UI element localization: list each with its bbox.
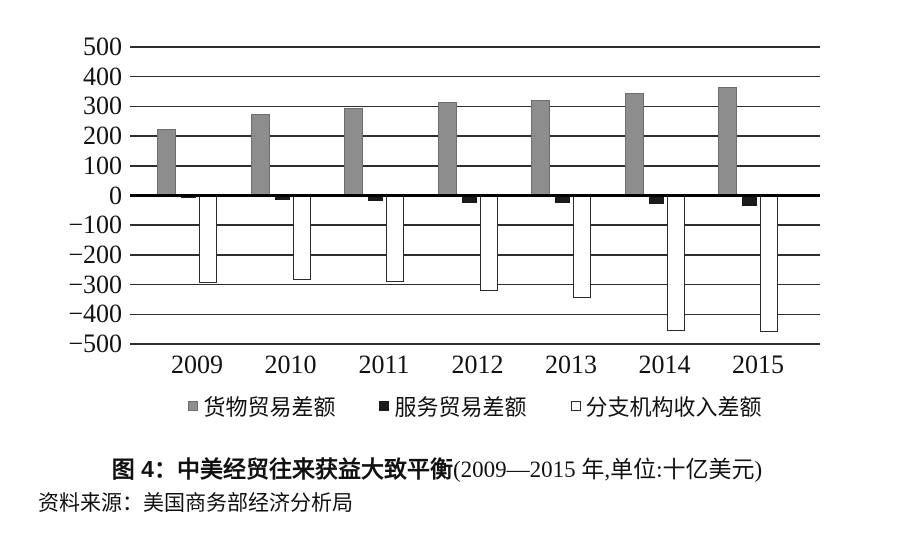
branch-income-bar [386,195,404,282]
legend-marker-icon [379,401,390,411]
legend-item: 货物贸易差额 [188,390,335,422]
gridline [130,105,820,108]
gridline [130,165,820,167]
y-axis-tick-label: −300 [68,269,122,299]
y-axis-tick-label: 0 [109,180,122,210]
y-axis-tick-label: 200 [83,121,122,151]
x-axis-year-label: 2009 [171,350,223,379]
zero-axis-line [130,194,820,197]
y-axis-tick-label: 300 [83,91,122,121]
branch-income-bar [666,195,685,331]
gridline [130,135,820,137]
x-axis-year-label: 2013 [545,350,597,379]
x-axis-year-label: 2015 [732,350,784,379]
legend-marker-icon [188,401,199,411]
goods-trade-bar [624,93,644,196]
y-axis-tick-label: 400 [83,61,122,91]
goods-trade-bar [344,107,363,196]
goods-trade-bar [250,113,270,196]
legend-label: 分支机构收入差额 [585,395,762,420]
x-axis-year-label: 2014 [638,350,691,379]
goods-trade-bar [437,101,457,196]
caption-title: 图 4：中美经贸往来获益大致平衡 [111,456,453,482]
x-axis-year-label: 2012 [451,350,504,379]
services-trade-bar [742,195,757,206]
branch-income-bar [760,195,778,333]
gridline [130,75,820,78]
y-axis-tick-label: −400 [68,299,122,329]
goods-trade-bar [157,128,176,196]
goods-trade-bar [718,87,737,196]
gridline [130,283,820,286]
y-axis-tick-label: −200 [68,239,122,269]
branch-income-bar [292,195,311,281]
x-axis-year-label: 2011 [358,350,410,379]
y-axis-tick-label: −500 [68,329,122,358]
y-axis-tick-label: 100 [83,150,122,180]
caption-note: (2009—2015 年,单位:十亿美元) [452,457,763,482]
branch-income-bar [199,195,217,284]
legend-label: 服务贸易差额 [394,395,527,420]
legend-item: 分支机构收入差额 [570,390,762,422]
gridline [130,343,820,345]
plot-area: 500 400 300 200 100 0 −100 −200 −300 −400 −500 2009… [68,32,820,379]
branch-income-bar [479,195,498,291]
gridline [130,313,820,316]
branch-income-bar [573,195,591,298]
chart-legend: 货物贸易差额 服务贸易差额 分支机构收入差额 [130,390,820,422]
legend-marker-icon [570,401,581,411]
legend-label: 货物贸易差额 [203,395,336,420]
gridline [130,224,820,226]
y-axis-tick-label: 500 [83,32,122,61]
legend-item: 服务贸易差额 [379,390,527,422]
y-axis-tick-label: −100 [68,210,122,240]
figure-caption: 图 4：中美经贸往来获益大致平衡(2009—2015 年,单位:十亿美元) [0,450,874,484]
gridline [130,46,820,48]
goods-trade-bar [531,100,550,196]
x-axis-year-label: 2010 [264,350,317,379]
gridline [130,254,820,256]
source-line: 资料来源：美国商务部经济分析局 [38,491,353,515]
